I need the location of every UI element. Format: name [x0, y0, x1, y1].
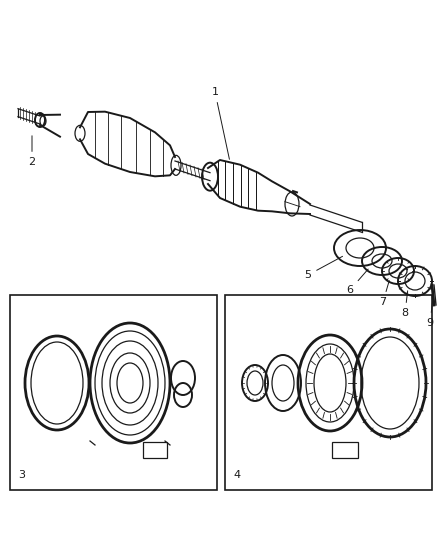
Text: 2: 2: [28, 136, 35, 167]
Text: 7: 7: [378, 281, 389, 307]
Text: 4: 4: [233, 470, 240, 480]
Bar: [10, 295, 216, 490]
Bar: [225, 295, 431, 490]
Text: 6: 6: [346, 269, 367, 295]
Text: 8: 8: [400, 291, 408, 318]
Text: 3: 3: [18, 470, 25, 480]
Text: 1: 1: [211, 87, 229, 159]
Text: 5: 5: [304, 256, 342, 280]
Text: 9: 9: [425, 301, 433, 328]
